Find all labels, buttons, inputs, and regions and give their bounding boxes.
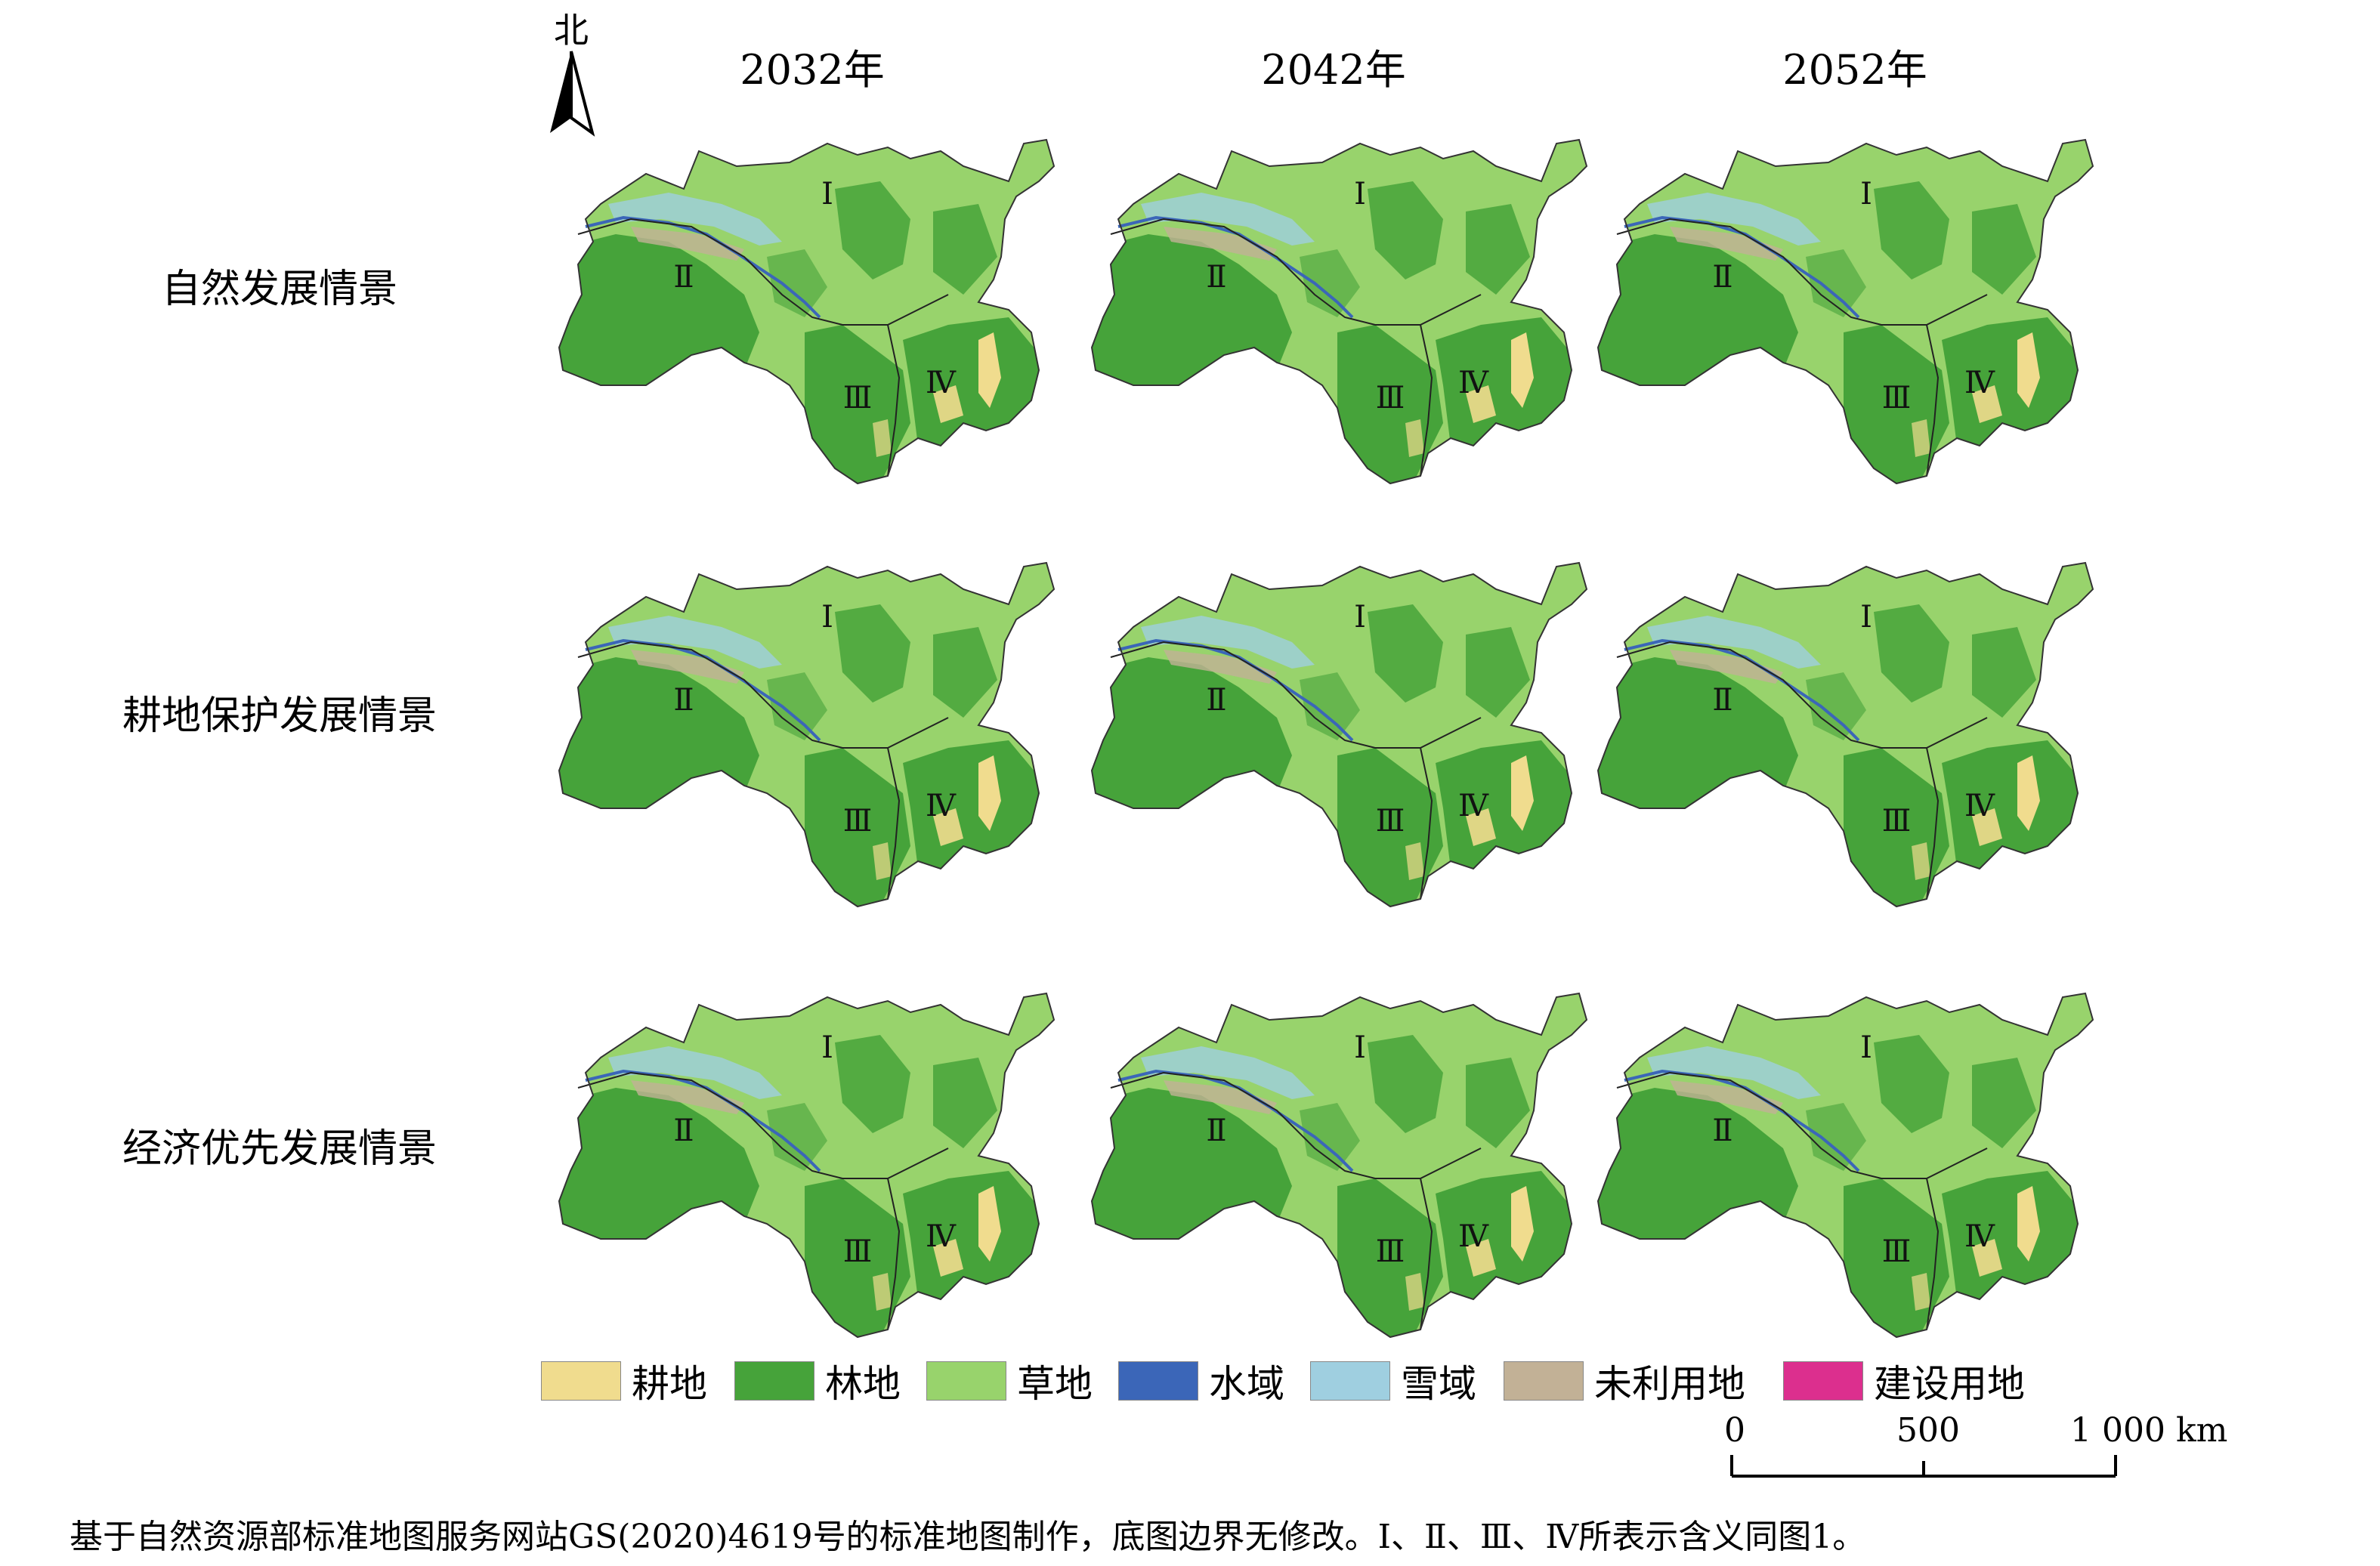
legend-label-cropland: 耕地 xyxy=(632,1362,707,1406)
region-label-1: Ⅰ xyxy=(1354,1030,1366,1065)
year-header-2042: 2042年 xyxy=(1261,46,1406,94)
region-label-2: Ⅱ xyxy=(673,683,694,718)
region-label-2: Ⅱ xyxy=(673,1113,694,1148)
region-label-4: Ⅳ xyxy=(1964,789,1995,823)
legend-label-grassland: 草地 xyxy=(1017,1362,1093,1406)
map-caption: 基于自然资源部标准地图服务网站GS(2020)4619号的标准地图制作，底图边界… xyxy=(70,1518,1866,1556)
region-label-4: Ⅳ xyxy=(1964,1219,1995,1254)
region-label-2: Ⅱ xyxy=(1712,1113,1732,1148)
land-use-map-economic-priority-2052: Ⅰ Ⅱ Ⅲ Ⅳ xyxy=(1596,992,2094,1339)
land-use-map-economic-priority-2042: Ⅰ Ⅱ Ⅲ Ⅳ xyxy=(1090,992,1588,1339)
region-label-1: Ⅰ xyxy=(821,600,833,635)
region-label-2: Ⅱ xyxy=(1206,683,1226,718)
scale-label-0: 0 xyxy=(1724,1411,1745,1450)
scenario-label-economic-priority: 经济优先发展情景 xyxy=(122,1126,437,1172)
legend-label-water: 水域 xyxy=(1209,1362,1284,1406)
north-arrow-icon xyxy=(550,51,595,137)
legend-swatch-unused-land xyxy=(1504,1361,1584,1401)
region-label-2: Ⅱ xyxy=(1712,683,1732,718)
land-use-map-farmland-protection-2032: Ⅰ Ⅱ Ⅲ Ⅳ xyxy=(558,561,1056,908)
legend-item-grassland: 草地 xyxy=(926,1360,1093,1406)
region-label-1: Ⅰ xyxy=(1354,177,1366,212)
scale-label-1000: 1 000 km xyxy=(2070,1411,2228,1450)
region-label-4: Ⅳ xyxy=(1458,1219,1489,1254)
legend-swatch-grassland xyxy=(926,1361,1006,1401)
region-label-4: Ⅳ xyxy=(926,789,957,823)
land-use-map-natural-2032: Ⅰ Ⅱ Ⅲ Ⅳ xyxy=(558,138,1056,485)
region-label-1: Ⅰ xyxy=(821,1030,833,1065)
legend-swatch-snow xyxy=(1310,1361,1390,1401)
legend-label-forest: 林地 xyxy=(825,1362,901,1406)
north-label: 北 xyxy=(554,10,589,51)
region-label-3: Ⅲ xyxy=(1376,1234,1405,1269)
scenario-label-farmland-protection: 耕地保护发展情景 xyxy=(122,693,437,739)
year-header-2032: 2032年 xyxy=(740,46,885,94)
region-label-3: Ⅲ xyxy=(843,804,873,839)
region-label-2: Ⅱ xyxy=(1712,260,1732,295)
region-label-3: Ⅲ xyxy=(1882,1234,1912,1269)
land-use-map-farmland-protection-2042: Ⅰ Ⅱ Ⅲ Ⅳ xyxy=(1090,561,1588,908)
region-label-1: Ⅰ xyxy=(1860,177,1872,212)
region-label-3: Ⅲ xyxy=(1882,804,1912,839)
region-label-1: Ⅰ xyxy=(821,177,833,212)
region-label-2: Ⅱ xyxy=(1206,260,1226,295)
legend-label-snow: 雪域 xyxy=(1401,1362,1476,1406)
region-label-3: Ⅲ xyxy=(843,1234,873,1269)
region-label-3: Ⅲ xyxy=(843,381,873,415)
land-use-map-farmland-protection-2052: Ⅰ Ⅱ Ⅲ Ⅳ xyxy=(1596,561,2094,908)
region-label-4: Ⅳ xyxy=(1458,366,1489,400)
land-use-map-natural-2052: Ⅰ Ⅱ Ⅲ Ⅳ xyxy=(1596,138,2094,485)
legend-swatch-construction-land xyxy=(1783,1361,1863,1401)
legend-swatch-forest xyxy=(734,1361,814,1401)
legend-label-unused-land: 未利用地 xyxy=(1594,1362,1745,1406)
legend-swatch-cropland xyxy=(541,1361,621,1401)
land-use-map-economic-priority-2032: Ⅰ Ⅱ Ⅲ Ⅳ xyxy=(558,992,1056,1339)
region-label-3: Ⅲ xyxy=(1376,381,1405,415)
legend-item-snow: 雪域 xyxy=(1310,1360,1476,1406)
region-label-4: Ⅳ xyxy=(1458,789,1489,823)
legend-item-unused-land: 未利用地 xyxy=(1504,1360,1745,1406)
region-label-1: Ⅰ xyxy=(1860,600,1872,635)
legend-label-construction-land: 建设用地 xyxy=(1874,1362,2025,1406)
scale-bar xyxy=(1730,1455,2117,1478)
legend-item-construction-land: 建设用地 xyxy=(1783,1360,2025,1406)
scale-label-500: 500 xyxy=(1896,1411,1960,1450)
region-label-3: Ⅲ xyxy=(1882,381,1912,415)
region-label-4: Ⅳ xyxy=(1964,366,1995,400)
scenario-label-natural: 自然发展情景 xyxy=(161,267,397,312)
legend-swatch-water xyxy=(1118,1361,1198,1401)
region-label-4: Ⅳ xyxy=(926,1219,957,1254)
region-label-1: Ⅰ xyxy=(1860,1030,1872,1065)
region-label-3: Ⅲ xyxy=(1376,804,1405,839)
region-label-2: Ⅱ xyxy=(1206,1113,1226,1148)
region-label-1: Ⅰ xyxy=(1354,600,1366,635)
legend-item-forest: 林地 xyxy=(734,1360,901,1406)
year-header-2052: 2052年 xyxy=(1782,46,1927,94)
legend-item-water: 水域 xyxy=(1118,1360,1284,1406)
legend-item-cropland: 耕地 xyxy=(541,1360,707,1406)
region-label-2: Ⅱ xyxy=(673,260,694,295)
land-use-map-natural-2042: Ⅰ Ⅱ Ⅲ Ⅳ xyxy=(1090,138,1588,485)
region-label-4: Ⅳ xyxy=(926,366,957,400)
